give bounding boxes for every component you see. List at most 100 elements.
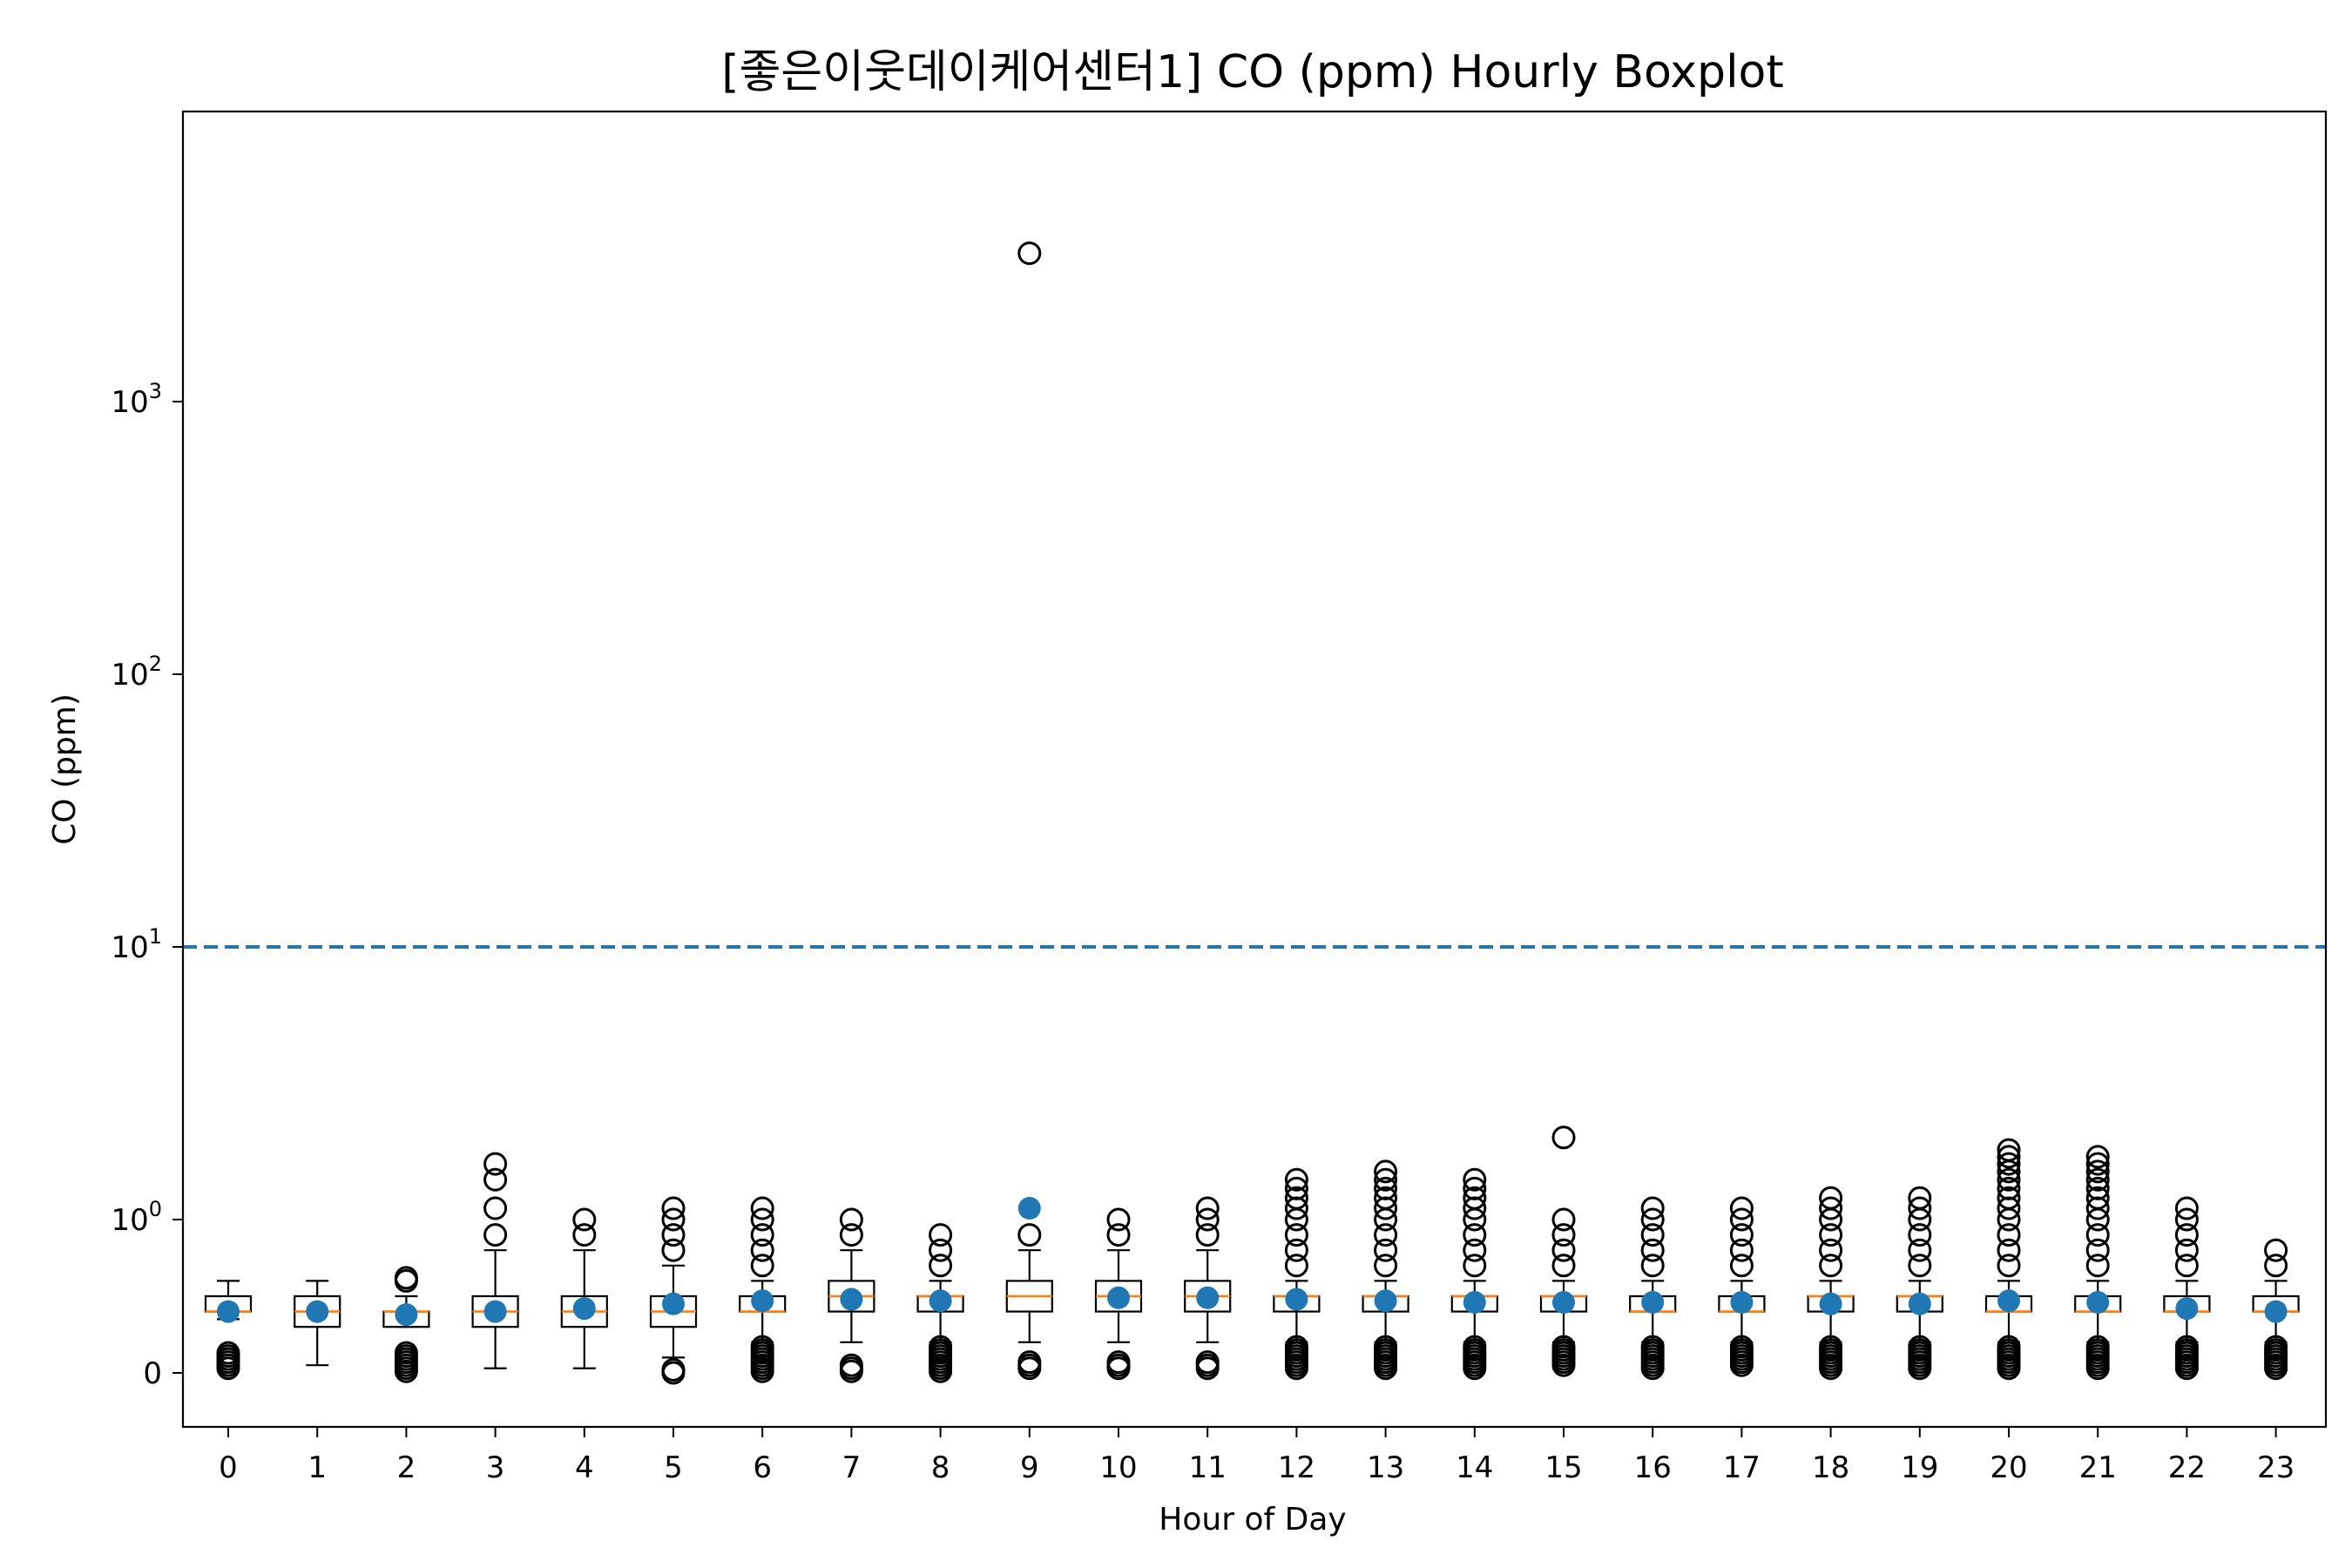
x-tick-label: 9 [1020, 1450, 1039, 1485]
outlier-point [1997, 1152, 2021, 1176]
outlier-point [839, 1207, 863, 1232]
outlier-point [1729, 1207, 1754, 1232]
outlier-point [661, 1357, 686, 1382]
outlier-point [1729, 1254, 1754, 1278]
outlier-point [750, 1196, 774, 1220]
mean-marker [1285, 1288, 1308, 1311]
box-hour-4 [560, 1207, 608, 1369]
outlier-point [2085, 1254, 2110, 1278]
outlier-point [1997, 1186, 2021, 1210]
outlier-point [1997, 1254, 2021, 1278]
outlier-point [2174, 1335, 2199, 1359]
outlier-point [483, 1167, 508, 1192]
outlier-point [1374, 1186, 1398, 1210]
x-tick-label: 13 [1367, 1450, 1404, 1485]
box-hour-23 [2252, 1238, 2300, 1381]
outlier-point [1640, 1254, 1665, 1278]
x-tick-label: 14 [1456, 1450, 1493, 1485]
outlier-point [1819, 1186, 1843, 1210]
outlier-point [1374, 1238, 1398, 1262]
box-hour-6 [739, 1196, 787, 1383]
y-tick-label: 102 [111, 652, 162, 693]
y-tick-label: 100 [111, 1197, 162, 1238]
outlier-point [1017, 1350, 1042, 1375]
mean-marker [1017, 1197, 1041, 1220]
outlier-point [2085, 1176, 2110, 1200]
outlier-point [1551, 1254, 1576, 1278]
outlier-point [1997, 1238, 2021, 1262]
mean-marker [1908, 1292, 1931, 1315]
outlier-point [1640, 1223, 1665, 1247]
outlier-point [483, 1152, 508, 1176]
outlier-point [1284, 1223, 1308, 1247]
outlier-point [1017, 1223, 1042, 1247]
outlier-point [2085, 1152, 2110, 1176]
mean-marker [572, 1297, 596, 1321]
outlier-point [1463, 1238, 1487, 1262]
outlier-point [661, 1238, 686, 1262]
outlier-point [1819, 1254, 1843, 1278]
x-tick-label: 0 [219, 1450, 238, 1485]
mean-marker [395, 1303, 418, 1327]
outlier-point [1195, 1350, 1220, 1375]
outlier-point [661, 1207, 686, 1232]
outlier-point [750, 1335, 774, 1359]
outlier-point [1908, 1223, 1932, 1247]
x-tick-label: 7 [842, 1450, 862, 1485]
outlier-point [1463, 1176, 1487, 1200]
box-hour-14 [1450, 1167, 1498, 1381]
x-axis-label: Hour of Day [1159, 1502, 1346, 1538]
outlier-point [1819, 1238, 1843, 1262]
box-hour-12 [1273, 1167, 1321, 1381]
outlier-point [1284, 1254, 1308, 1278]
x-axis: 0 1 2 3 4 5 6 7 8 9 10 11 12 13 14 15 16 17 18 19 20 21 22 23 [219, 1427, 2295, 1485]
x-tick-label: 16 [1634, 1450, 1672, 1485]
mean-marker [662, 1292, 685, 1315]
outlier-point [1908, 1335, 1932, 1359]
outlier-point [1463, 1335, 1487, 1359]
outlier-point [2085, 1335, 2110, 1359]
plot-frame [181, 110, 2328, 1429]
outlier-point [2085, 1167, 2110, 1192]
outlier-point [1284, 1238, 1308, 1262]
mean-marker [217, 1300, 240, 1323]
outlier-point [1729, 1196, 1754, 1220]
outlier-point [1106, 1223, 1131, 1247]
outlier-point [1106, 1350, 1131, 1375]
outlier-point [1640, 1207, 1665, 1232]
x-tick-label: 15 [1544, 1450, 1582, 1485]
outlier-point [1640, 1335, 1665, 1359]
outlier-point [2174, 1254, 2199, 1278]
mean-marker [751, 1289, 774, 1313]
outlier-point [1374, 1254, 1398, 1278]
x-tick-label: 20 [1990, 1450, 2027, 1485]
x-tick-label: 17 [1723, 1450, 1761, 1485]
outlier-point [483, 1223, 508, 1247]
outlier-point [1463, 1167, 1487, 1192]
outlier-point [929, 1254, 953, 1278]
outlier-point [929, 1238, 953, 1262]
outlier-point [1997, 1145, 2021, 1169]
outlier-point [1908, 1196, 1932, 1220]
outlier-point [1640, 1238, 1665, 1262]
outlier-point [1017, 241, 1042, 266]
x-tick-label: 6 [753, 1450, 772, 1485]
outlier-point [1997, 1176, 2021, 1200]
box-hour-17 [1718, 1196, 1766, 1377]
box-hour-19 [1896, 1186, 1943, 1381]
outlier-point [1551, 1207, 1576, 1232]
outlier-point [1551, 1223, 1576, 1247]
x-tick-label: 3 [486, 1450, 505, 1485]
box-hour-21 [2074, 1145, 2122, 1381]
plot-area [183, 241, 2326, 1385]
x-tick-label: 8 [931, 1450, 950, 1485]
outlier-point [2264, 1335, 2288, 1359]
outlier-point [839, 1223, 863, 1247]
y-axis-label: CO (ppm) [47, 693, 83, 845]
mean-marker [929, 1289, 952, 1313]
outlier-point [1374, 1167, 1398, 1192]
outlier-point [1284, 1176, 1308, 1200]
outlier-point [2174, 1196, 2199, 1220]
outlier-point [661, 1196, 686, 1220]
